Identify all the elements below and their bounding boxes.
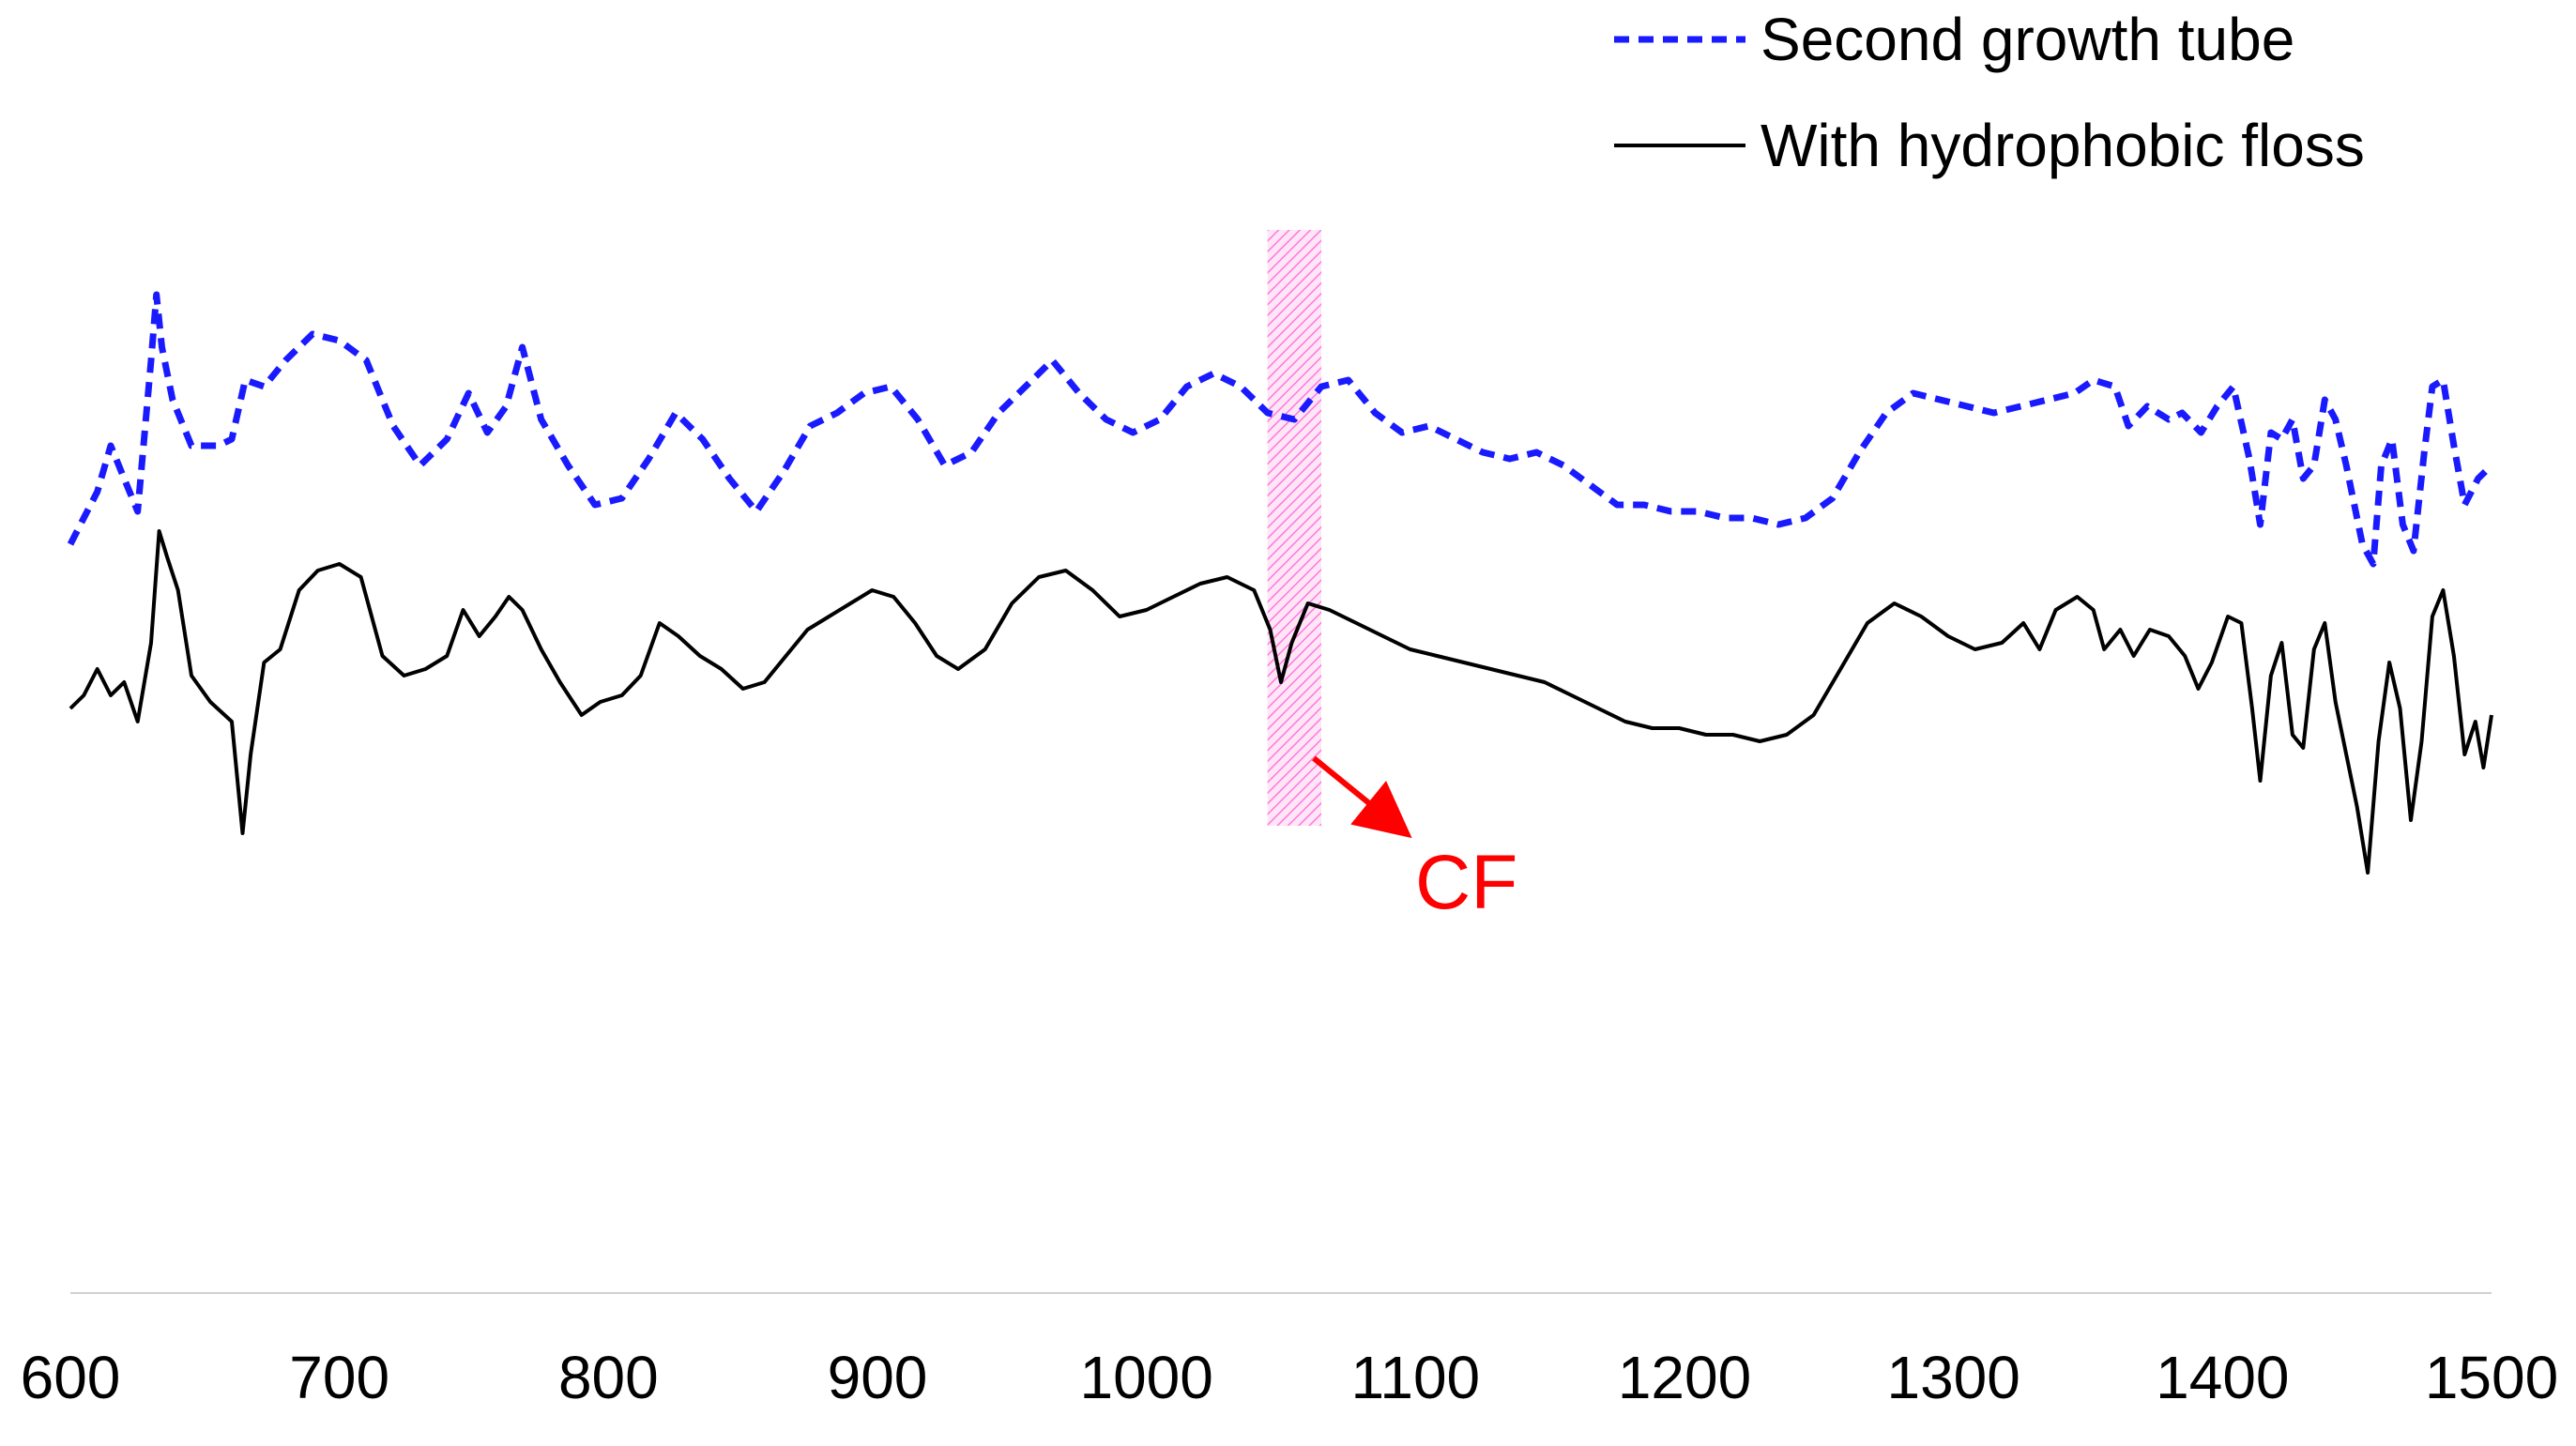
- x-tick-label-1200: 1200: [1618, 1344, 1751, 1411]
- x-tick-label-600: 600: [21, 1344, 121, 1411]
- cf-arrow: [1312, 755, 1412, 839]
- x-tick-label-800: 800: [558, 1344, 659, 1411]
- legend-label-second-growth-tube: Second growth tube: [1761, 6, 2294, 73]
- cf-annotation-label: CF: [1415, 840, 1517, 925]
- series-line-second-growth-tube: [67, 291, 2494, 568]
- x-tick-label-1400: 1400: [2156, 1344, 2289, 1411]
- x-tick-label-1300: 1300: [1886, 1344, 2020, 1411]
- x-tick-label-900: 900: [828, 1344, 928, 1411]
- x-axis-ticks: 600 700 800 900 1000 1100 1200 1300 1400 1500: [21, 1344, 2559, 1411]
- series-line-with-hydrophobic-floss: [69, 529, 2493, 875]
- x-tick-label-1100: 1100: [1351, 1344, 1481, 1411]
- x-tick-label-1500: 1500: [2425, 1344, 2558, 1411]
- cf-highlight-band: [1267, 230, 1321, 826]
- legend-label-with-hydrophobic-floss: With hydrophobic floss: [1761, 112, 2365, 179]
- legend: Second growth tube With hydrophobic flos…: [1614, 6, 2365, 179]
- series-layer: [67, 291, 2494, 875]
- x-tick-label-1000: 1000: [1079, 1344, 1212, 1411]
- x-tick-label-700: 700: [289, 1344, 389, 1411]
